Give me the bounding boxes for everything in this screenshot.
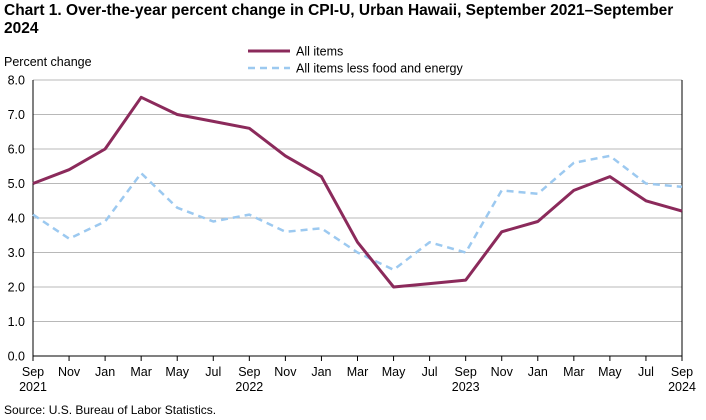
axes — [32, 80, 683, 361]
series-line-all-items-less-food-and-energy — [32, 154, 683, 272]
y-tick-label: 5.0 — [8, 177, 25, 191]
y-tick-label: 0.0 — [8, 350, 25, 364]
source-note: Source: U.S. Bureau of Labor Statistics. — [4, 403, 217, 417]
x-tick-label: Jul — [638, 365, 654, 379]
chart-title: Chart 1. Over-the-year percent change in… — [4, 2, 674, 37]
x-tick-label: Jan — [528, 365, 548, 379]
x-tick-year-label: 2022 — [235, 380, 263, 394]
y-axis-label: Percent change — [4, 55, 92, 69]
series-line-all-items — [32, 95, 683, 289]
x-tick-label: Jul — [422, 365, 438, 379]
gridlines — [33, 79, 682, 322]
x-tick-year-label: 2024 — [668, 380, 696, 394]
y-tick-labels: 0.0 1.0 2.0 3.0 4.0 5.0 6.0 7.0 8.0 — [8, 74, 25, 364]
x-tick-label: Nov — [274, 365, 297, 379]
x-tick-label: Nov — [58, 365, 81, 379]
x-tick-label: Nov — [491, 365, 514, 379]
x-tick-label: Jan — [311, 365, 331, 379]
x-tick-label: May — [382, 365, 406, 379]
legend: All items All items less food and energy — [248, 45, 464, 76]
y-tick-label: 6.0 — [8, 143, 25, 157]
y-tick-label: 3.0 — [8, 246, 25, 260]
y-tick-label: 1.0 — [8, 315, 25, 329]
x-tick-label: Jul — [205, 365, 221, 379]
x-tick-label: Sep — [238, 365, 260, 379]
x-tick-label: Mar — [130, 365, 152, 379]
x-tick-label: Sep — [22, 365, 44, 379]
y-tick-label: 7.0 — [8, 108, 25, 122]
y-tick-label: 8.0 — [8, 74, 25, 88]
y-tick-label: 2.0 — [8, 281, 25, 295]
x-tick-label: May — [598, 365, 622, 379]
x-tick-label: Mar — [563, 365, 585, 379]
x-tick-label: Sep — [455, 365, 477, 379]
x-tick-label: Mar — [347, 365, 369, 379]
series-lines — [32, 95, 683, 289]
x-tick-label: May — [165, 365, 189, 379]
legend-label: All items — [296, 45, 343, 59]
x-tick-label: Sep — [671, 365, 693, 379]
x-tick-year-label: 2021 — [19, 380, 47, 394]
y-tick-label: 4.0 — [8, 212, 25, 226]
x-tick-year-label: 2023 — [452, 380, 480, 394]
legend-label: All items less food and energy — [296, 62, 464, 76]
x-tick-label: Jan — [95, 365, 115, 379]
